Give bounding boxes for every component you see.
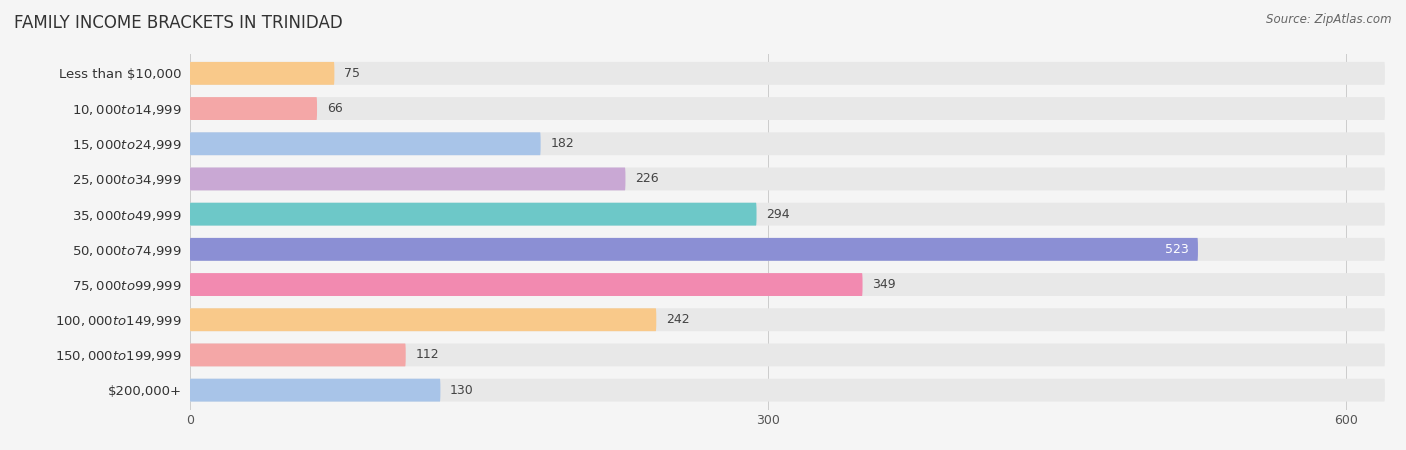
FancyBboxPatch shape: [190, 167, 1385, 190]
Text: 182: 182: [550, 137, 574, 150]
FancyBboxPatch shape: [190, 97, 1385, 120]
Text: FAMILY INCOME BRACKETS IN TRINIDAD: FAMILY INCOME BRACKETS IN TRINIDAD: [14, 14, 343, 32]
Text: 242: 242: [666, 313, 689, 326]
Text: 75: 75: [344, 67, 360, 80]
FancyBboxPatch shape: [190, 273, 1385, 296]
Text: 226: 226: [636, 172, 658, 185]
FancyBboxPatch shape: [190, 62, 335, 85]
FancyBboxPatch shape: [190, 62, 1385, 85]
Text: 66: 66: [326, 102, 343, 115]
FancyBboxPatch shape: [190, 202, 756, 225]
FancyBboxPatch shape: [190, 132, 541, 155]
FancyBboxPatch shape: [190, 379, 440, 401]
FancyBboxPatch shape: [190, 343, 406, 366]
Text: 294: 294: [766, 207, 790, 220]
Text: 112: 112: [415, 348, 439, 361]
Text: Source: ZipAtlas.com: Source: ZipAtlas.com: [1267, 14, 1392, 27]
Text: 349: 349: [872, 278, 896, 291]
FancyBboxPatch shape: [190, 132, 1385, 155]
FancyBboxPatch shape: [190, 273, 862, 296]
FancyBboxPatch shape: [190, 97, 316, 120]
FancyBboxPatch shape: [190, 379, 1385, 401]
FancyBboxPatch shape: [190, 308, 657, 331]
FancyBboxPatch shape: [190, 238, 1198, 261]
FancyBboxPatch shape: [190, 308, 1385, 331]
Text: 130: 130: [450, 384, 474, 396]
FancyBboxPatch shape: [190, 343, 1385, 366]
FancyBboxPatch shape: [190, 202, 1385, 225]
Text: 523: 523: [1164, 243, 1188, 256]
FancyBboxPatch shape: [190, 167, 626, 190]
FancyBboxPatch shape: [190, 238, 1385, 261]
